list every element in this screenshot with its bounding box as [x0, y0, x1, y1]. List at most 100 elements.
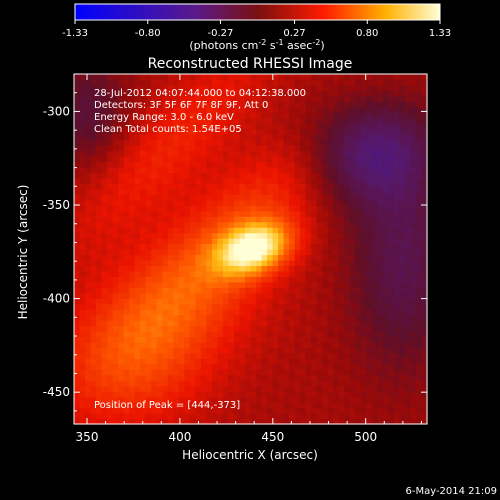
heatmap-cell [250, 418, 257, 425]
heatmap-cell [272, 336, 279, 343]
heatmap-cell [217, 106, 224, 113]
heatmap-cell [300, 205, 307, 212]
heatmap-cell [360, 145, 367, 152]
heatmap-cell [421, 402, 428, 409]
y-tick-label: -350 [43, 198, 70, 212]
heatmap-cell [189, 341, 196, 349]
heatmap-cell [74, 374, 81, 381]
heatmap-cell [393, 396, 401, 403]
heatmap-cell [256, 418, 263, 425]
heatmap-cell [145, 303, 152, 310]
heatmap-cell [388, 254, 395, 261]
heatmap-cell [118, 172, 125, 179]
y-axis-label: Heliocentric Y (arcsec) [16, 185, 30, 320]
heatmap-cell [244, 336, 252, 343]
heatmap-cell [206, 396, 213, 403]
heatmap-cell [244, 238, 252, 245]
heatmap-cell [327, 358, 334, 365]
heatmap-cell [79, 150, 86, 157]
heatmap-cell [360, 172, 367, 179]
heatmap-cell [327, 325, 334, 332]
heatmap-cell [388, 259, 395, 267]
heatmap-cell [256, 106, 263, 113]
heatmap-cell [360, 254, 367, 261]
heatmap-cell [129, 325, 136, 332]
heatmap-cell [316, 374, 323, 381]
heatmap-cell [217, 336, 224, 343]
heatmap-cell [79, 413, 86, 420]
heatmap-cell [305, 325, 312, 332]
heatmap-cell [421, 270, 428, 277]
heatmap-cell [96, 216, 103, 223]
heatmap-cell [162, 254, 169, 261]
heatmap-cell [217, 117, 224, 124]
heatmap-cell [267, 232, 274, 239]
heatmap-cell [129, 309, 136, 316]
heatmap-cell [167, 106, 174, 113]
heatmap-cell [140, 139, 147, 146]
info-line: Detectors: 3F 5F 6F 7F 8F 9F, Att 0 [94, 100, 268, 111]
heatmap-cell [211, 336, 219, 343]
heatmap-cell [151, 374, 158, 381]
heatmap-cell [278, 232, 285, 239]
heatmap-cell [96, 391, 103, 398]
heatmap-cell [393, 134, 401, 141]
heatmap-cell [90, 281, 97, 288]
heatmap-cell [118, 145, 125, 152]
heatmap-cell [129, 183, 136, 190]
heatmap-cell [189, 265, 196, 272]
heatmap-cell [228, 134, 235, 141]
heatmap-cell [421, 309, 428, 316]
heatmap-cell [189, 150, 196, 157]
heatmap-cell [294, 216, 301, 223]
heatmap-cell [118, 227, 125, 234]
heatmap-cell [233, 413, 241, 420]
heatmap-cell [134, 396, 141, 403]
heatmap-cell [189, 216, 196, 223]
heatmap-cell [211, 391, 219, 398]
heatmap-cell [85, 320, 92, 327]
heatmap-cell [74, 139, 81, 146]
heatmap-cell [371, 194, 378, 201]
heatmap-cell [200, 298, 207, 305]
heatmap-cell [140, 402, 147, 409]
heatmap-cell [211, 276, 219, 283]
heatmap-cell [404, 281, 412, 288]
heatmap-cell [305, 385, 312, 392]
heatmap-cell [415, 309, 423, 316]
heatmap-cell [145, 418, 152, 425]
heatmap-cell [244, 205, 252, 212]
heatmap-cell [283, 188, 290, 195]
heatmap-cell [228, 90, 235, 97]
heatmap-cell [178, 150, 185, 157]
heatmap-cell [415, 117, 423, 124]
heatmap-cell [112, 161, 119, 168]
heatmap-cell [151, 270, 158, 277]
heatmap-cell [333, 156, 340, 163]
heatmap-cell [96, 407, 103, 414]
heatmap-cell [410, 287, 417, 294]
heatmap-cell [388, 205, 395, 212]
heatmap-cell [140, 79, 147, 86]
heatmap-cell [377, 232, 384, 239]
heatmap-cell [217, 331, 224, 338]
heatmap-cell [410, 352, 417, 359]
heatmap-cell [333, 117, 340, 124]
heatmap-cell [145, 292, 152, 299]
heatmap-cell [404, 221, 412, 228]
heatmap-cell [404, 303, 412, 310]
heatmap-cell [338, 150, 345, 157]
heatmap-cell [184, 205, 191, 212]
heatmap-cell [96, 292, 103, 299]
heatmap-cell [96, 227, 103, 234]
heatmap-cell [233, 232, 241, 239]
heatmap-cell [267, 413, 274, 420]
heatmap-cell [272, 402, 279, 409]
heatmap-cell [305, 156, 312, 163]
heatmap-cell [112, 227, 119, 234]
heatmap-cell [233, 320, 241, 327]
heatmap-cell [377, 303, 384, 310]
heatmap-cell [311, 385, 318, 392]
heatmap-cell [233, 238, 241, 245]
heatmap-cell [404, 123, 412, 130]
